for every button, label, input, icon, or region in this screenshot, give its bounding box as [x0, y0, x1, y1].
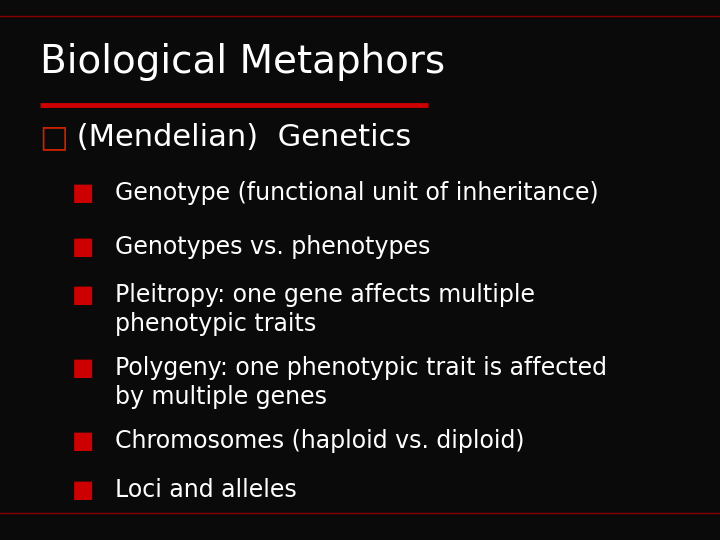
Text: Genotypes vs. phenotypes: Genotypes vs. phenotypes: [115, 235, 431, 259]
Text: ■: ■: [71, 284, 94, 307]
Text: Genotype (functional unit of inheritance): Genotype (functional unit of inheritance…: [115, 181, 599, 205]
Text: Chromosomes (haploid vs. diploid): Chromosomes (haploid vs. diploid): [115, 429, 525, 453]
Text: ■: ■: [71, 181, 94, 205]
Text: Loci and alleles: Loci and alleles: [115, 478, 297, 502]
Text: Pleitropy: one gene affects multiple
phenotypic traits: Pleitropy: one gene affects multiple phe…: [115, 284, 535, 336]
Text: (Mendelian)  Genetics: (Mendelian) Genetics: [67, 123, 411, 152]
Text: ■: ■: [71, 356, 94, 380]
Text: □: □: [40, 123, 68, 152]
Text: ■: ■: [71, 429, 94, 453]
Text: Biological Metaphors: Biological Metaphors: [40, 43, 445, 81]
Text: ■: ■: [71, 235, 94, 259]
Text: ■: ■: [71, 478, 94, 502]
Text: Polygeny: one phenotypic trait is affected
by multiple genes: Polygeny: one phenotypic trait is affect…: [115, 356, 607, 409]
